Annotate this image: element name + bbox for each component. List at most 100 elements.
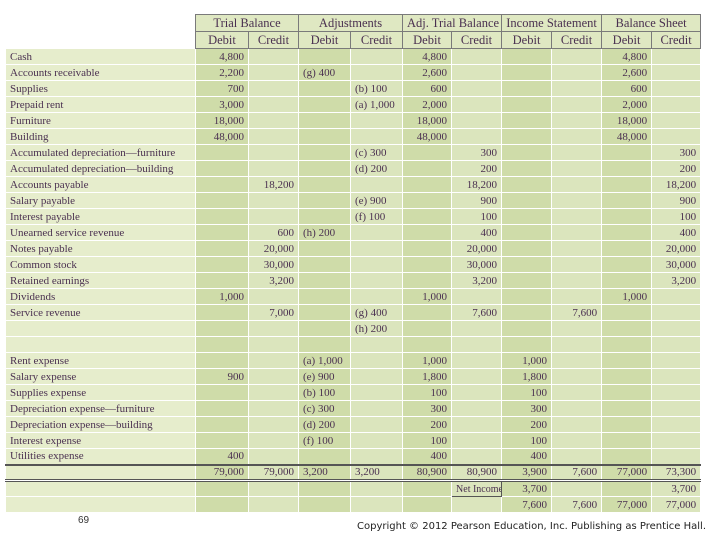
amount-cell xyxy=(651,416,702,433)
amount-cell xyxy=(501,320,553,337)
amount-cell: (g) 400 xyxy=(350,304,404,321)
amount-cell xyxy=(195,336,249,353)
amount-cell xyxy=(298,336,352,353)
amount-cell: 3,200 xyxy=(651,272,702,289)
account-cell: Interest expense xyxy=(5,432,196,449)
amount-cell: 18,000 xyxy=(402,112,453,129)
amount-cell: 20,000 xyxy=(451,240,503,257)
amount-cell xyxy=(601,448,653,465)
amount-cell xyxy=(402,144,453,161)
account-cell: Service revenue xyxy=(5,304,196,321)
table-row: Interest payable (f) 100 100 100 xyxy=(5,208,702,225)
amount-cell xyxy=(402,160,453,177)
amount-cell xyxy=(195,479,249,497)
amount-cell xyxy=(651,80,702,97)
amount-cell xyxy=(402,272,453,289)
account-cell: Salary payable xyxy=(5,192,196,209)
amount-cell xyxy=(651,448,702,465)
amount-cell: 300 xyxy=(501,400,553,417)
amount-cell: 18,200 xyxy=(451,176,503,193)
amount-cell: 30,000 xyxy=(651,256,702,273)
amount-cell xyxy=(247,496,300,513)
amount-cell xyxy=(247,432,300,449)
table-row: 79,000 79,000 3,200 3,200 80,900 80,900 3,900 7… xyxy=(5,463,702,481)
amount-cell: 3,200 xyxy=(451,272,503,289)
amount-cell xyxy=(551,160,603,177)
amount-cell xyxy=(350,112,404,129)
amount-cell xyxy=(601,352,653,369)
amount-cell xyxy=(551,479,603,497)
amount-cell xyxy=(350,368,404,385)
blank-header xyxy=(5,31,196,49)
table-row: Interest expense (f) 100 100 100 xyxy=(5,432,702,449)
group-header: Trial Balance xyxy=(194,14,300,32)
table-row: Prepaid rent 3,000 (a) 1,000 2,000 2,000 xyxy=(5,96,702,113)
amount-cell xyxy=(551,192,603,209)
amount-cell xyxy=(298,320,352,337)
amount-cell xyxy=(247,288,300,305)
amount-cell xyxy=(551,368,603,385)
amount-cell xyxy=(350,336,404,353)
account-cell: Rent expense xyxy=(5,352,196,369)
amount-cell: (c) 300 xyxy=(298,400,352,417)
amount-cell xyxy=(501,240,553,257)
amount-cell: 3,200 xyxy=(350,463,404,481)
amount-cell xyxy=(195,160,249,177)
amount-cell: 18,000 xyxy=(195,112,249,129)
amount-cell xyxy=(501,48,553,65)
sub-header-row: Debit Credit Debit Credit Debit Credit Debit Cr… xyxy=(5,31,702,49)
account-cell: Cash xyxy=(5,48,196,65)
amount-cell: 48,000 xyxy=(601,128,653,145)
sub-header: Debit xyxy=(402,31,453,49)
amount-cell xyxy=(601,304,653,321)
amount-cell xyxy=(451,496,503,513)
amount-cell xyxy=(402,208,453,225)
amount-cell xyxy=(247,64,300,81)
amount-cell xyxy=(298,112,352,129)
amount-cell xyxy=(501,80,553,97)
amount-cell xyxy=(350,416,404,433)
amount-cell: 100 xyxy=(651,208,702,225)
amount-cell xyxy=(247,320,300,337)
amount-cell: 48,000 xyxy=(195,128,249,145)
table-row: Cash 4,800 4,800 4,800 xyxy=(5,48,702,65)
amount-cell xyxy=(247,352,300,369)
amount-cell: (f) 100 xyxy=(350,208,404,225)
amount-cell: 400 xyxy=(651,224,702,241)
amount-cell: 200 xyxy=(501,416,553,433)
amount-cell: 4,800 xyxy=(601,48,653,65)
amount-cell xyxy=(551,240,603,257)
amount-cell xyxy=(651,352,702,369)
amount-cell xyxy=(601,272,653,289)
amount-cell: 80,900 xyxy=(451,463,503,481)
copyright: Copyright © 2012 Pearson Education, Inc.… xyxy=(357,521,706,532)
amount-cell: 30,000 xyxy=(451,256,503,273)
amount-cell: (h) 200 xyxy=(350,320,404,337)
amount-cell xyxy=(350,496,404,513)
amount-cell xyxy=(551,224,603,241)
amount-cell xyxy=(247,112,300,129)
amount-cell xyxy=(298,128,352,145)
amount-cell: 3,700 xyxy=(501,479,553,497)
amount-cell xyxy=(350,176,404,193)
amount-cell: 100 xyxy=(402,432,453,449)
table-row: 7,600 7,600 77,000 77,000 xyxy=(5,496,702,513)
amount-cell xyxy=(601,256,653,273)
amount-cell xyxy=(501,112,553,129)
amount-cell xyxy=(551,320,603,337)
account-cell xyxy=(5,320,196,337)
account-cell: Accumulated depreciation—building xyxy=(5,160,196,177)
amount-cell xyxy=(298,304,352,321)
amount-cell xyxy=(501,192,553,209)
amount-cell xyxy=(601,400,653,417)
account-cell: Accumulated depreciation—furniture xyxy=(5,144,196,161)
amount-cell xyxy=(651,304,702,321)
amount-cell xyxy=(247,96,300,113)
amount-cell xyxy=(350,128,404,145)
table-row: Retained earnings 3,200 3,200 3,200 xyxy=(5,272,702,289)
table-row: Depreciation expense—building (d) 200 200 2… xyxy=(5,416,702,433)
amount-cell: 4,800 xyxy=(195,48,249,65)
amount-cell xyxy=(195,176,249,193)
amount-cell xyxy=(501,256,553,273)
amount-cell xyxy=(551,432,603,449)
